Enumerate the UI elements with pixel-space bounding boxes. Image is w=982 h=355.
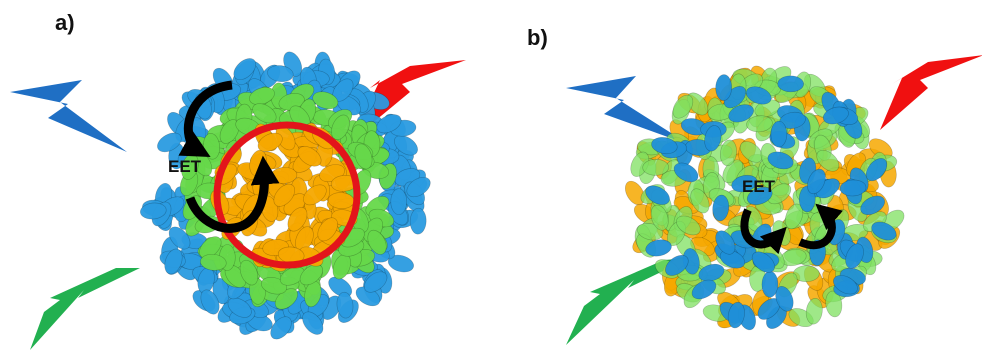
blue-bolt	[10, 80, 127, 152]
green-bolt	[30, 268, 140, 350]
red-bolt	[880, 55, 982, 130]
annotation: EET	[742, 177, 776, 196]
annotation: EET	[168, 157, 202, 176]
panel-label: b)	[527, 25, 548, 50]
particle	[391, 189, 407, 215]
particle	[771, 121, 787, 147]
particle	[778, 76, 804, 92]
figure: a) EET b) EET	[0, 0, 982, 355]
particle-b	[621, 62, 908, 332]
panel-label: a)	[55, 10, 75, 35]
page: a) EET b) EET (() => { const data = JSON…	[0, 0, 982, 355]
particle	[762, 271, 779, 297]
